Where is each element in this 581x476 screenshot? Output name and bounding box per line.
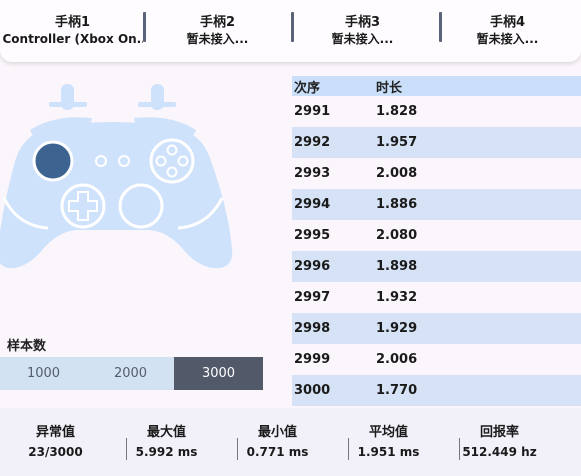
- cell-order: 2991: [294, 104, 331, 119]
- left-trigger-base-icon: [49, 102, 87, 107]
- left-stick-icon: [32, 140, 74, 182]
- table-row: 2992 1.957: [292, 127, 581, 158]
- view-button-icon: [95, 155, 107, 167]
- cell-duration: 2.006: [376, 352, 418, 367]
- sample-option-1000[interactable]: 1000: [26, 366, 61, 381]
- stats-footer: 异常值 23/3000 最大值 5.992 ms 最小值 0.771 ms 平均…: [0, 408, 581, 476]
- tab-label: 手柄4: [489, 15, 526, 30]
- cell-duration: 2.008: [376, 166, 418, 181]
- stat-min: 最小值 0.771 ms: [222, 423, 333, 461]
- cell-order: 2994: [294, 197, 331, 212]
- stat-value: 0.771 ms: [246, 445, 309, 459]
- table-row: 2994 1.886: [292, 189, 581, 220]
- header-order: 次序: [294, 80, 321, 96]
- tab-divider: [439, 12, 442, 42]
- stat-label: 回报率: [479, 425, 519, 440]
- cell-order: 3000: [294, 383, 331, 398]
- stat-label: 最大值: [146, 425, 186, 440]
- dpad-icon: [60, 183, 106, 229]
- stat-max: 最大值 5.992 ms: [111, 423, 222, 461]
- stat-average: 平均值 1.951 ms: [333, 423, 444, 461]
- tab-label: 手柄3: [344, 15, 381, 30]
- tab-status: 暂未接入...: [476, 32, 539, 46]
- stat-divider: [126, 438, 127, 460]
- sample-count-selector: 1000 2000 3000: [0, 357, 263, 390]
- latency-table: 次序 时长 2991 1.828 2992 1.957 2993 2.008 2…: [292, 76, 581, 406]
- controller-tabs: 手柄1 Controller (Xbox On... 手柄2 暂未接入... 手…: [0, 0, 581, 62]
- cell-duration: 1.770: [376, 383, 418, 398]
- stat-value: 5.992 ms: [135, 445, 198, 459]
- cell-duration: 1.932: [376, 290, 418, 305]
- tab-status: Controller (Xbox On...: [2, 32, 143, 46]
- tab-divider: [291, 12, 294, 42]
- stat-value: 1.951 ms: [357, 445, 420, 459]
- cell-order: 2992: [294, 135, 331, 150]
- table-row: 3000 1.770: [292, 375, 581, 406]
- stat-divider: [459, 438, 460, 460]
- cell-order: 2995: [294, 228, 331, 243]
- tab-label: 手柄1: [54, 15, 91, 30]
- sample-option-2000[interactable]: 2000: [113, 366, 148, 381]
- stat-label: 平均值: [368, 425, 408, 440]
- tab-status: 暂未接入...: [186, 32, 249, 46]
- sample-option-3000[interactable]: 3000: [174, 357, 263, 390]
- table-row: 2995 2.080: [292, 220, 581, 251]
- table-header: 次序 时长: [292, 76, 581, 96]
- stat-label: 异常值: [35, 425, 75, 440]
- menu-button-icon: [118, 155, 130, 167]
- stat-value: 512.449 hz: [462, 445, 537, 459]
- cell-duration: 1.886: [376, 197, 418, 212]
- table-row: 2996 1.898: [292, 251, 581, 282]
- tab-divider: [143, 12, 146, 42]
- table-row: 2993 2.008: [292, 158, 581, 189]
- tab-controller-4[interactable]: 手柄4 暂未接入...: [435, 0, 580, 62]
- tab-controller-2[interactable]: 手柄2 暂未接入...: [145, 0, 290, 62]
- stat-divider: [237, 438, 238, 460]
- gamepad-illustration-icon: [0, 84, 233, 269]
- stat-value: 23/3000: [28, 445, 83, 459]
- stat-label: 最小值: [257, 425, 297, 440]
- cell-duration: 1.898: [376, 259, 418, 274]
- stat-polling-rate: 回报率 512.449 hz: [444, 423, 555, 461]
- cell-order: 2998: [294, 321, 331, 336]
- cell-duration: 1.957: [376, 135, 418, 150]
- stat-divider: [348, 438, 349, 460]
- right-trigger-base-icon: [138, 102, 176, 107]
- sample-count-label: 样本数: [7, 339, 47, 354]
- cell-order: 2993: [294, 166, 331, 181]
- header-duration: 时长: [376, 80, 403, 96]
- table-row: 2997 1.932: [292, 282, 581, 313]
- tab-controller-3[interactable]: 手柄3 暂未接入...: [290, 0, 435, 62]
- stat-outliers: 异常值 23/3000: [0, 423, 111, 461]
- tab-controller-1[interactable]: 手柄1 Controller (Xbox On...: [0, 0, 145, 62]
- cell-order: 2997: [294, 290, 331, 305]
- table-row: 2998 1.929: [292, 313, 581, 344]
- cell-order: 2996: [294, 259, 331, 274]
- cell-order: 2999: [294, 352, 331, 367]
- cell-duration: 2.080: [376, 228, 418, 243]
- table-row: 2999 2.006: [292, 344, 581, 375]
- table-row: 2991 1.828: [292, 96, 581, 127]
- tab-label: 手柄2: [199, 15, 236, 30]
- cell-duration: 1.929: [376, 321, 418, 336]
- controller-body-icon: [0, 122, 233, 269]
- right-stick-icon: [118, 183, 164, 229]
- cell-duration: 1.828: [376, 104, 418, 119]
- face-buttons-icon: [149, 138, 195, 184]
- tab-status: 暂未接入...: [331, 32, 394, 46]
